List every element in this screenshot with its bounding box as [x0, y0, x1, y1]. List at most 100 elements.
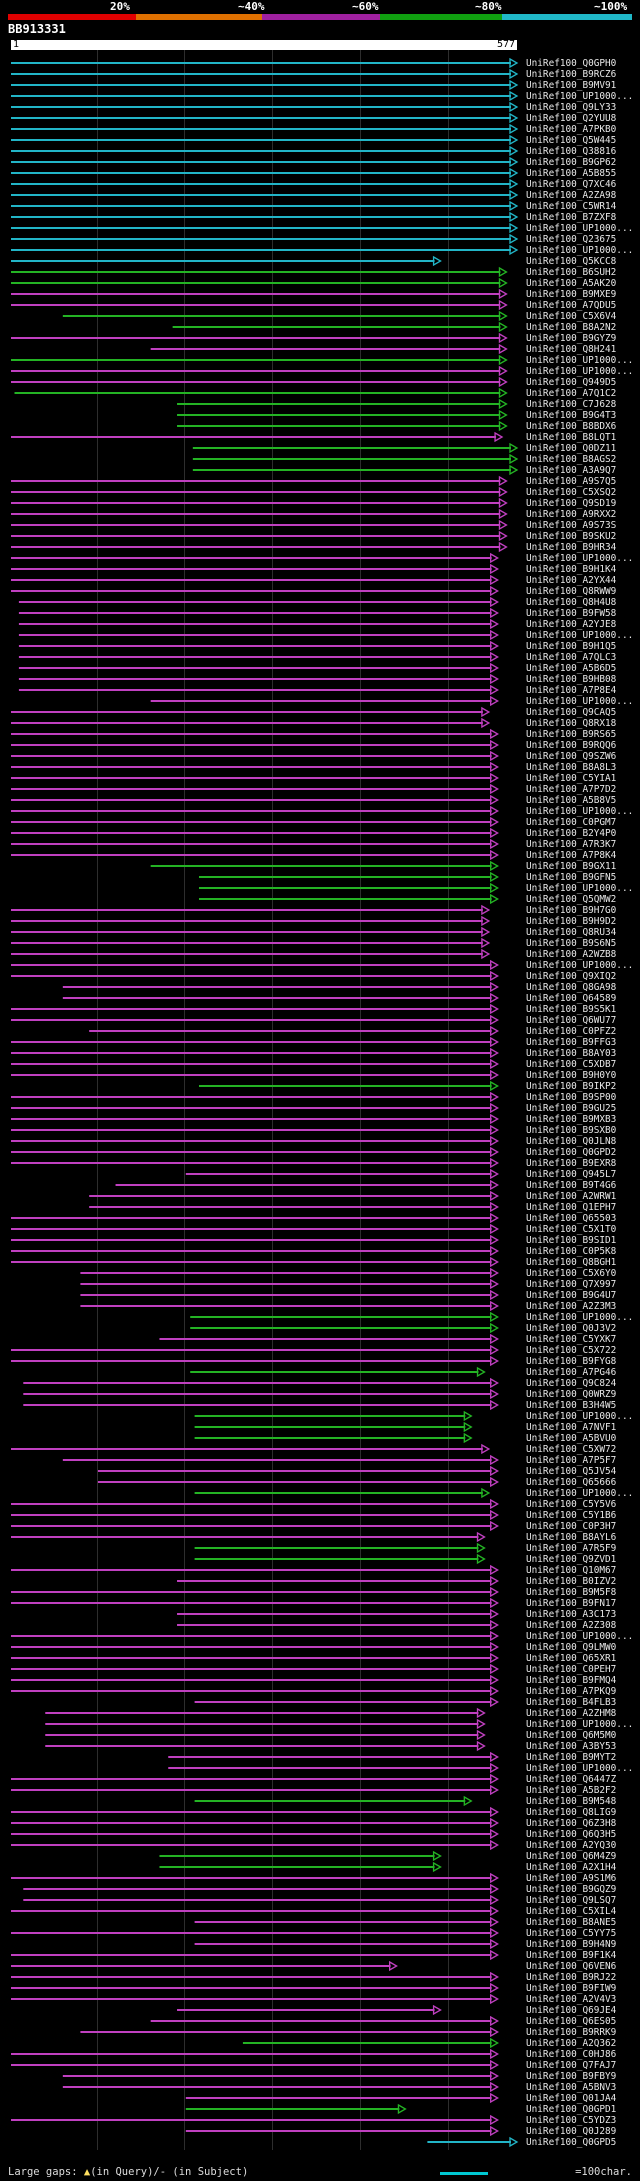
hit-label[interactable]: UniRef100_B9H9D2 [526, 915, 617, 927]
hit-label[interactable]: UniRef100_Q949D5 [526, 376, 617, 388]
hit-label[interactable]: UniRef100_B9FW58 [526, 607, 617, 619]
hit-label[interactable]: UniRef100_C0P5K8 [526, 1245, 617, 1257]
hit-label[interactable]: UniRef100_Q01JA4 [526, 2092, 617, 2104]
hit-label[interactable]: UniRef100_A5AK20 [526, 277, 617, 289]
hit-label[interactable]: UniRef100_B9FN17 [526, 1597, 617, 1609]
hit-label[interactable]: UniRef100_C5X1T0 [526, 1223, 617, 1235]
hit-label[interactable]: UniRef100_A9RXX2 [526, 508, 617, 520]
hit-label[interactable]: UniRef100_Q6Z3H8 [526, 1817, 617, 1829]
hit-label[interactable]: UniRef100_B6SUH2 [526, 266, 617, 278]
hit-label[interactable]: UniRef100_B8AGS2 [526, 453, 617, 465]
hit-label[interactable]: UniRef100_Q8H4U8 [526, 596, 617, 608]
hit-label[interactable]: UniRef100_Q9ZVD1 [526, 1553, 617, 1565]
hit-label[interactable]: UniRef100_Q8RWW9 [526, 585, 617, 597]
hit-label[interactable]: UniRef100_B9GFN5 [526, 871, 617, 883]
hit-label[interactable]: UniRef100_Q8RX18 [526, 717, 617, 729]
hit-label[interactable]: UniRef100_Q5JV54 [526, 1465, 617, 1477]
hit-label[interactable]: UniRef100_A2WRW1 [526, 1190, 617, 1202]
hit-label[interactable]: UniRef100_B9H4N9 [526, 1938, 617, 1950]
hit-label[interactable]: UniRef100_B2Y4P0 [526, 827, 617, 839]
hit-label[interactable]: UniRef100_B8AYL6 [526, 1531, 617, 1543]
hit-label[interactable]: UniRef100_Q0DZ11 [526, 442, 617, 454]
hit-label[interactable]: UniRef100_B9G4T3 [526, 409, 617, 421]
hit-label[interactable]: UniRef100_B9H1Q5 [526, 640, 617, 652]
hit-label[interactable]: UniRef100_C5Y5V6 [526, 1498, 617, 1510]
hit-label[interactable]: UniRef100_A3C173 [526, 1608, 617, 1620]
hit-label[interactable]: UniRef100_C5YY75 [526, 1927, 617, 1939]
hit-label[interactable]: UniRef100_Q9SD19 [526, 497, 617, 509]
hit-label[interactable]: UniRef100_Q7X997 [526, 1278, 617, 1290]
hit-label[interactable]: UniRef100_Q6Q3H5 [526, 1828, 617, 1840]
hit-label[interactable]: UniRef100_B9GP62 [526, 156, 617, 168]
hit-label[interactable]: UniRef100_B0IZV2 [526, 1575, 617, 1587]
hit-label[interactable]: UniRef100_B9SXB0 [526, 1124, 617, 1136]
hit-label[interactable]: UniRef100_B9H1K4 [526, 563, 617, 575]
hit-label[interactable]: UniRef100_Q65666 [526, 1476, 617, 1488]
hit-label[interactable]: UniRef100_Q6ES05 [526, 2015, 617, 2027]
hit-label[interactable]: UniRef100_A7P7D2 [526, 783, 617, 795]
hit-label[interactable]: UniRef100_Q7FAJ7 [526, 2059, 617, 2071]
hit-label[interactable]: UniRef100_Q945L7 [526, 1168, 617, 1180]
hit-label[interactable]: UniRef100_C5Y1B6 [526, 1509, 617, 1521]
hit-label[interactable]: UniRef100_Q0GPD5 [526, 2136, 617, 2148]
hit-label[interactable]: UniRef100_A2V4V3 [526, 1993, 617, 2005]
hit-label[interactable]: UniRef100_B8A2N2 [526, 321, 617, 333]
hit-label[interactable]: UniRef100_B9GQZ9 [526, 1883, 617, 1895]
hit-label[interactable]: UniRef100_C0HJ86 [526, 2048, 617, 2060]
hit-label[interactable]: UniRef100_Q9CAQ5 [526, 706, 617, 718]
hit-label[interactable]: UniRef100_Q0J3V2 [526, 1322, 617, 1334]
hit-label[interactable]: UniRef100_C5XDB7 [526, 1058, 617, 1070]
hit-label[interactable]: UniRef100_A7PKQ9 [526, 1685, 617, 1697]
hit-label[interactable]: UniRef100_A5BNV3 [526, 2081, 617, 2093]
hit-label[interactable]: UniRef100_C5X6V4 [526, 310, 617, 322]
hit-label[interactable]: UniRef100_C5XSQ2 [526, 486, 617, 498]
hit-label[interactable]: UniRef100_Q23675 [526, 233, 617, 245]
hit-label[interactable]: UniRef100_B9GYZ9 [526, 332, 617, 344]
hit-label[interactable]: UniRef100_A5BVU0 [526, 1432, 617, 1444]
hit-label[interactable]: UniRef100_B9FYG8 [526, 1355, 617, 1367]
hit-label[interactable]: UniRef100_B9EXR8 [526, 1157, 617, 1169]
hit-label[interactable]: UniRef100_A7P5F7 [526, 1454, 617, 1466]
hit-label[interactable]: UniRef100_Q8GA98 [526, 981, 617, 993]
hit-label[interactable]: UniRef100_C5X722 [526, 1344, 617, 1356]
hit-label[interactable]: UniRef100_C0P3H7 [526, 1520, 617, 1532]
hit-label[interactable]: UniRef100_B8ANE5 [526, 1916, 617, 1928]
hit-label[interactable]: UniRef100_B9FBY9 [526, 2070, 617, 2082]
hit-label[interactable]: UniRef100_B3H4W5 [526, 1399, 617, 1411]
hit-label[interactable]: UniRef100_UP1000... [526, 959, 634, 971]
hit-label[interactable]: UniRef100_B9M548 [526, 1795, 617, 1807]
hit-label[interactable]: UniRef100_Q5W445 [526, 134, 617, 146]
hit-label[interactable]: UniRef100_Q7XC46 [526, 178, 617, 190]
hit-label[interactable]: UniRef100_A2Z3M3 [526, 1300, 617, 1312]
hit-label[interactable]: UniRef100_B8AY03 [526, 1047, 617, 1059]
hit-label[interactable]: UniRef100_B9MV91 [526, 79, 617, 91]
hit-label[interactable]: UniRef100_Q0J289 [526, 2125, 617, 2137]
hit-label[interactable]: UniRef100_B4FLB3 [526, 1696, 617, 1708]
hit-label[interactable]: UniRef100_C5YIA1 [526, 772, 617, 784]
hit-label[interactable]: UniRef100_UP1000... [526, 1410, 634, 1422]
hit-label[interactable]: UniRef100_B9SP00 [526, 1091, 617, 1103]
hit-label[interactable]: UniRef100_Q2YUU8 [526, 112, 617, 124]
hit-label[interactable]: UniRef100_A9S1M6 [526, 1872, 617, 1884]
hit-label[interactable]: UniRef100_UP1000... [526, 354, 634, 366]
hit-label[interactable]: UniRef100_B9RRK9 [526, 2026, 617, 2038]
hit-label[interactable]: UniRef100_A7R5F9 [526, 1542, 617, 1554]
hit-label[interactable]: UniRef100_UP1000... [526, 882, 634, 894]
hit-label[interactable]: UniRef100_A7P8E4 [526, 684, 617, 696]
hit-label[interactable]: UniRef100_Q5QMW2 [526, 893, 617, 905]
hit-label[interactable]: UniRef100_A2Z308 [526, 1619, 617, 1631]
hit-label[interactable]: UniRef100_A7PKB0 [526, 123, 617, 135]
hit-label[interactable]: UniRef100_B9FFG3 [526, 1036, 617, 1048]
hit-label[interactable]: UniRef100_UP1000... [526, 1762, 634, 1774]
hit-label[interactable]: UniRef100_UP1000... [526, 1311, 634, 1323]
hit-label[interactable]: UniRef100_UP1000... [526, 365, 634, 377]
hit-label[interactable]: UniRef100_B7ZXF8 [526, 211, 617, 223]
hit-label[interactable]: UniRef100_UP1000... [526, 1487, 634, 1499]
hit-label[interactable]: UniRef100_Q8BGH1 [526, 1256, 617, 1268]
hit-label[interactable]: UniRef100_B9T4G6 [526, 1179, 617, 1191]
hit-label[interactable]: UniRef100_B9FMQ4 [526, 1674, 617, 1686]
hit-label[interactable]: UniRef100_Q0GPD1 [526, 2103, 617, 2115]
hit-label[interactable]: UniRef100_B9SKU2 [526, 530, 617, 542]
hit-label[interactable]: UniRef100_Q38816 [526, 145, 617, 157]
hit-label[interactable]: UniRef100_Q9C824 [526, 1377, 617, 1389]
